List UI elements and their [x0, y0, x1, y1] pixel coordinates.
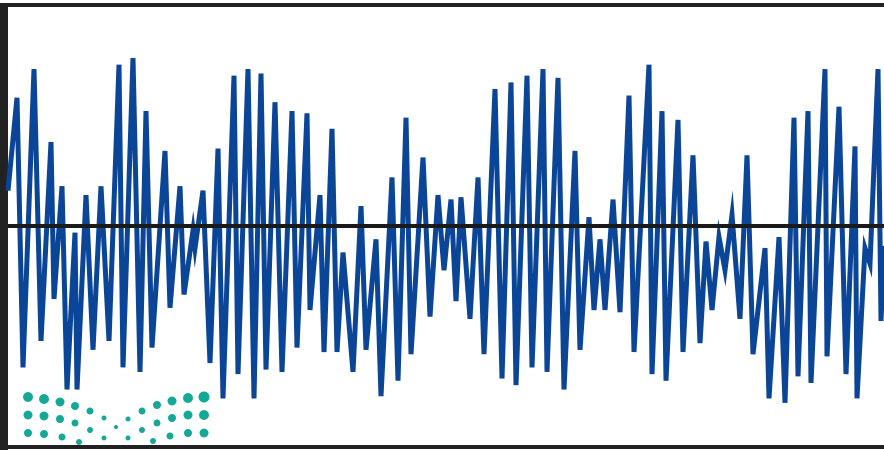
logo-dots [23, 391, 210, 449]
data-line [5, 57, 884, 403]
